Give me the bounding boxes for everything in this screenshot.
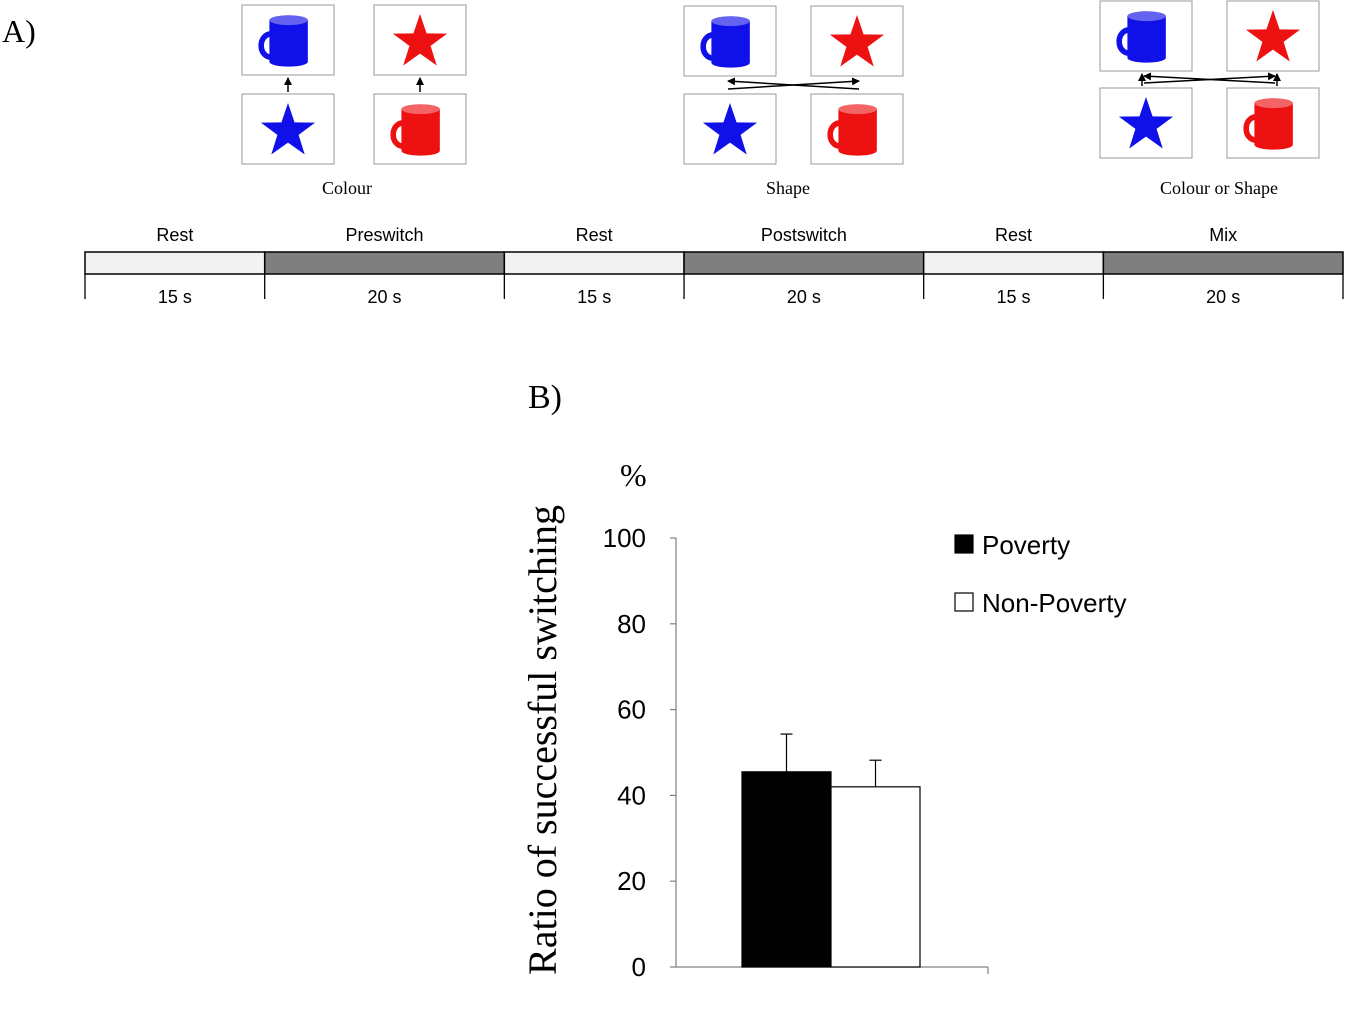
- condition-caption: Colour or Shape: [1160, 178, 1278, 198]
- stimulus-card: [683, 5, 777, 77]
- condition-caption: Shape: [766, 178, 810, 198]
- y-tick-label: 100: [603, 523, 646, 553]
- stimulus-card: [373, 4, 467, 76]
- stimulus-card: [241, 93, 335, 165]
- timeline-segment: [503, 251, 685, 275]
- block-label: Rest: [156, 225, 193, 245]
- block-label: Mix: [1209, 225, 1237, 245]
- timeline-block-rest: Rest 15 s: [503, 225, 685, 307]
- stimulus-card: [810, 5, 904, 77]
- block-label: Preswitch: [346, 225, 424, 245]
- block-duration: 20 s: [368, 287, 402, 307]
- y-tick-label: 60: [617, 695, 646, 725]
- block-duration: 15 s: [158, 287, 192, 307]
- panel-a-label: A): [2, 13, 36, 49]
- y-tick-label: 0: [632, 952, 646, 982]
- diagonal-arrow-icon: [727, 77, 860, 90]
- timeline-segment: [84, 251, 266, 275]
- block-label: Rest: [576, 225, 613, 245]
- condition-both: Colour or Shape: [1099, 0, 1320, 198]
- legend-label: Poverty: [982, 530, 1070, 560]
- stimulus-card: [1226, 0, 1320, 72]
- condition-shape: Shape: [683, 5, 904, 198]
- timeline-block-rest: Rest 15 s: [84, 225, 266, 307]
- y-tick-label: 80: [617, 609, 646, 639]
- y-tick-label: 20: [617, 866, 646, 896]
- legend-swatch: [954, 534, 974, 554]
- y-axis-unit: %: [620, 457, 647, 493]
- block-label: Postswitch: [761, 225, 847, 245]
- task-conditions: Colour Shape Colour or Shape: [241, 0, 1320, 198]
- block-label: Rest: [995, 225, 1032, 245]
- stimulus-card: [1099, 87, 1193, 159]
- timeline-block-rest: Rest 15 s: [922, 225, 1105, 307]
- timeline-segment: [263, 251, 506, 275]
- y-tick-label: 40: [617, 780, 646, 810]
- bar-poverty: [741, 771, 832, 968]
- block-duration: 15 s: [577, 287, 611, 307]
- block-duration: 20 s: [787, 287, 821, 307]
- stimulus-card: [810, 93, 904, 165]
- stimulus-card: [373, 93, 467, 165]
- block-duration: 15 s: [997, 287, 1031, 307]
- stimulus-card: [1226, 87, 1320, 159]
- stimulus-card: [683, 93, 777, 165]
- timeline-segment: [683, 251, 925, 275]
- condition-caption: Colour: [322, 178, 372, 198]
- block-timeline: Rest 15 s Preswitch 20 s Rest 15 s Postswitch 2…: [84, 225, 1344, 307]
- panel-b-label: B): [528, 379, 562, 416]
- timeline-block-postswitch: Postswitch 20 s: [683, 225, 925, 307]
- timeline-segment: [922, 251, 1105, 275]
- stimulus-card: [1099, 0, 1193, 72]
- stimulus-card: [241, 4, 335, 76]
- legend-swatch: [954, 592, 974, 612]
- timeline-block-preswitch: Preswitch 20 s: [263, 225, 506, 307]
- condition-colour: Colour: [241, 4, 467, 198]
- bar-chart: 0 20 40 60 80 100 Poverty Non-Poverty: [603, 523, 1127, 982]
- bar-non-poverty: [830, 786, 921, 968]
- diagonal-arrow-icon: [1143, 72, 1276, 84]
- timeline-block-mix: Mix 20 s: [1102, 225, 1344, 307]
- y-axis-label: Ratio of successful switching: [520, 505, 565, 975]
- legend-label: Non-Poverty: [982, 588, 1127, 618]
- timeline-segment: [1102, 251, 1344, 275]
- block-duration: 20 s: [1206, 287, 1240, 307]
